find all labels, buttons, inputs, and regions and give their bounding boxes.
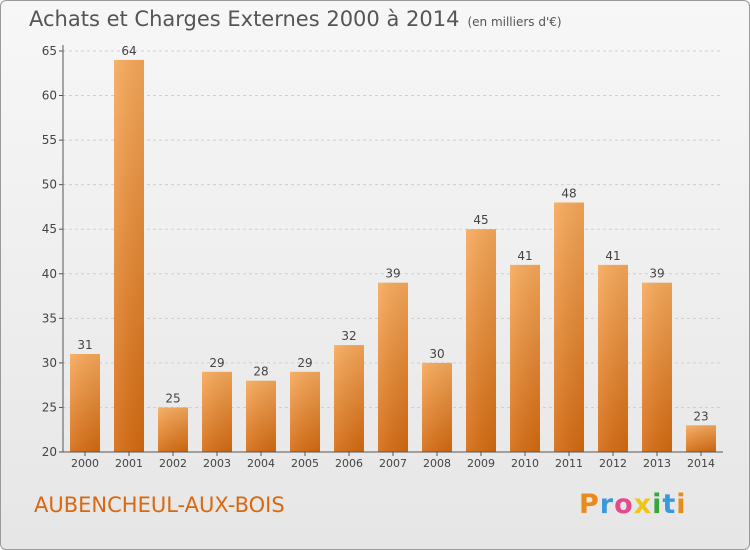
bar-shade [334,345,364,452]
bar-shade [554,202,584,452]
data-label: 39 [385,267,400,281]
logo-letter: i [652,489,663,520]
data-label: 29 [209,356,224,370]
x-tick-label: 2001 [115,457,143,470]
y-tick-label: 35 [42,311,57,325]
bar-shade [686,425,716,452]
y-tick-label: 55 [42,133,57,147]
y-tick-label: 65 [42,44,57,58]
bars [70,59,716,453]
x-axis-ticks: 2000 2001 2002 2003 2004 2005 2006 2007 2008 2009… [71,452,715,470]
y-tick-label: 20 [42,445,57,459]
data-label: 41 [605,249,620,263]
data-labels: 31 64 25 29 28 29 32 39 30 45 41 48 41 39 23 [77,44,708,423]
bar-shade [422,362,452,452]
data-label: 29 [297,356,312,370]
data-label: 30 [429,347,444,361]
y-tick-label: 25 [42,400,57,414]
y-axis-ticks: 20 25 30 35 40 45 50 55 60 65 [42,44,63,459]
x-tick-label: 2012 [599,457,627,470]
x-tick-label: 2003 [203,457,231,470]
bar-shade [246,380,276,452]
chart-title: Achats et Charges Externes 2000 à 2014 (e… [29,7,562,31]
bar-shade [510,264,540,452]
bar-shade [466,229,496,452]
data-label: 48 [561,186,576,200]
data-label: 28 [253,365,268,379]
y-tick-label: 60 [42,89,57,103]
bar-shade [202,371,232,452]
bar-shade [598,264,628,452]
logo-letter: r [599,489,615,520]
data-label: 41 [517,249,532,263]
data-label: 64 [121,44,136,58]
x-tick-label: 2005 [291,457,319,470]
logo-letter: o [614,489,634,520]
chart-subtitle: (en milliers d'€) [467,15,562,29]
logo-letter: x [633,489,653,520]
data-label: 23 [693,409,708,423]
y-tick-label: 40 [42,267,57,281]
data-label: 25 [165,391,180,405]
y-tick-label: 50 [42,178,57,192]
bar-shade [114,59,144,453]
x-tick-label: 2013 [643,457,671,470]
bar-shade [158,407,188,452]
y-tick-label: 30 [42,356,57,370]
axes [62,45,723,453]
chart-title-text: Achats et Charges Externes 2000 à 2014 [29,7,460,31]
x-tick-label: 2009 [467,457,495,470]
bar-shade [642,282,672,452]
bar-shade [290,371,320,452]
data-label: 31 [77,338,92,352]
bar-shade [70,353,100,452]
place-name: AUBENCHEUL-AUX-BOIS [34,493,285,517]
data-label: 39 [649,267,664,281]
y-tick-label: 45 [42,222,57,236]
x-tick-label: 2004 [247,457,275,470]
x-tick-label: 2008 [423,457,451,470]
logo-letter: t [662,489,677,520]
data-label: 32 [341,329,356,343]
data-label: 45 [473,213,488,227]
x-tick-label: 2002 [159,457,187,470]
x-tick-label: 2000 [71,457,99,470]
x-tick-label: 2011 [555,457,583,470]
x-tick-label: 2007 [379,457,407,470]
logo-letter: P [579,489,600,520]
bar-shade [378,282,408,452]
logo-letter: i [676,489,687,520]
x-tick-label: 2010 [511,457,539,470]
proxiti-logo: Proxiti [579,489,687,520]
x-tick-label: 2006 [335,457,363,470]
x-tick-label: 2014 [687,457,715,470]
